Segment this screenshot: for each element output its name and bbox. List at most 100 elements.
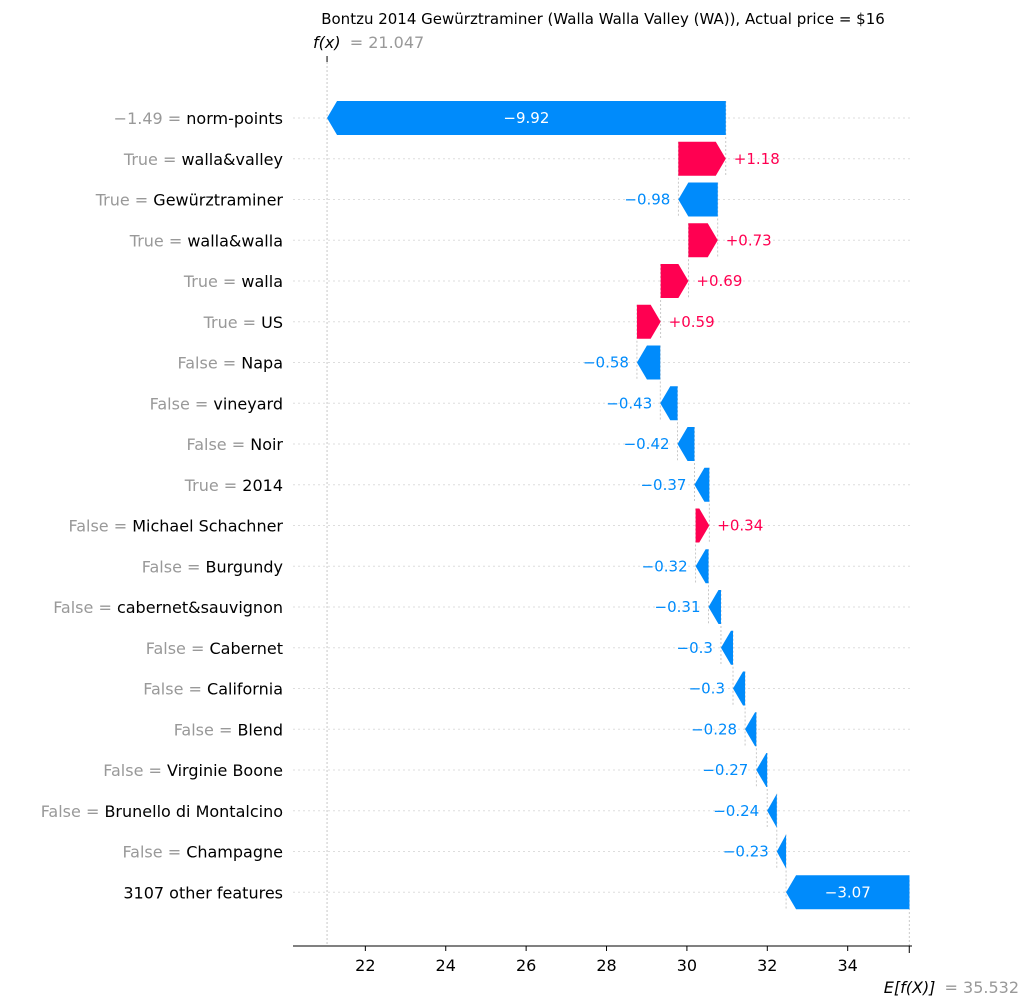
feature-label: True = 2014 (184, 476, 283, 495)
feature-value: False = (178, 354, 242, 373)
feature-label: False = Champagne (122, 843, 283, 862)
feature-name: Brunello di Montalcino (104, 802, 283, 821)
bar-value-label: −0.43 (606, 394, 652, 412)
fx-value: = 21.047 (350, 33, 424, 52)
waterfall-bar (636, 304, 661, 339)
bar-value-label: −0.98 (624, 191, 670, 209)
efx-annotation: E[f(X)] = 35.532 (884, 978, 1019, 997)
waterfall-bar (756, 753, 768, 787)
feature-value: True = (123, 150, 182, 169)
feature-name: vineyard (213, 394, 283, 413)
feature-label: False = Blend (174, 720, 283, 739)
bar-value-label: −0.42 (624, 435, 670, 453)
feature-value: −1.49 = (114, 109, 187, 128)
bar-value-label: −0.27 (702, 761, 748, 779)
x-tick-label: 30 (677, 956, 697, 975)
bar-value-label: −0.3 (677, 639, 713, 657)
feature-name: Champagne (186, 843, 283, 862)
feature-label: True = US (203, 313, 283, 332)
feature-label: False = Michael Schachner (68, 517, 283, 536)
bar-value-label: +0.34 (717, 517, 763, 535)
fx-label: f(x) (313, 33, 341, 52)
feature-value: False = (41, 802, 105, 821)
efx-value: = 35.532 (945, 978, 1019, 997)
bar-value-label: −0.23 (723, 843, 769, 861)
waterfall-bar (694, 467, 710, 502)
feature-name: Burgundy (206, 557, 283, 576)
waterfall-bar (708, 590, 721, 624)
feature-label: False = Cabernet (146, 639, 283, 658)
feature-label: 3107 other features (123, 883, 283, 902)
waterfall-bar (677, 427, 695, 461)
feature-label: False = Noir (186, 435, 283, 454)
feature-name: Cabernet (209, 639, 283, 658)
waterfall-bar (327, 101, 726, 135)
feature-label: False = cabernet&sauvignon (53, 598, 283, 617)
x-tick-label: 26 (516, 956, 536, 975)
feature-value: True = (95, 191, 154, 210)
bar-value-label: −0.37 (640, 476, 686, 494)
waterfall-bar (767, 793, 777, 828)
feature-name: Napa (241, 354, 283, 373)
waterfall-bar (660, 264, 689, 298)
feature-label: False = Napa (178, 354, 283, 373)
feature-name: Michael Schachner (132, 517, 283, 536)
feature-name: 3107 other features (123, 883, 283, 902)
bar-value-label: −3.07 (825, 883, 871, 901)
x-tick-label: 24 (436, 956, 456, 975)
waterfall-bar (660, 386, 678, 421)
feature-label: False = California (143, 680, 283, 699)
chart-title: Bontzu 2014 Gewürztraminer (Walla Walla … (321, 10, 885, 28)
feature-value: True = (183, 272, 242, 291)
feature-label: True = walla (183, 272, 283, 291)
waterfall-bar (776, 834, 787, 869)
feature-label: True = walla&walla (129, 231, 283, 250)
feature-value: True = (184, 476, 243, 495)
waterfall-bar (720, 630, 734, 665)
waterfall-bar (786, 875, 910, 910)
feature-label: False = Burgundy (142, 557, 283, 576)
feature-label: False = Virginie Boone (103, 761, 283, 780)
feature-name: Gewürztraminer (153, 191, 283, 210)
bar-value-label: −0.28 (691, 720, 737, 738)
connector-layer (326, 58, 910, 946)
feature-value: False = (150, 394, 214, 413)
waterfall-bar (678, 141, 726, 176)
feature-label: True = Gewürztraminer (95, 191, 284, 210)
feature-label: −1.49 = norm-points (114, 109, 283, 128)
bar-value-label: +1.18 (734, 150, 780, 168)
feature-value: False = (68, 517, 132, 536)
feature-value: False = (122, 843, 186, 862)
x-tick-label: 22 (355, 956, 375, 975)
feature-name: Blend (237, 720, 283, 739)
feature-name: 2014 (242, 476, 283, 495)
feature-name: California (207, 680, 283, 699)
feature-name: norm-points (186, 109, 283, 128)
feature-name: walla (241, 272, 283, 291)
feature-value: False = (103, 761, 167, 780)
feature-value: True = (203, 313, 262, 332)
feature-value: False = (53, 598, 117, 617)
bar-value-label: −0.58 (583, 354, 629, 372)
fx-annotation: f(x) = 21.047 (313, 33, 424, 52)
x-tick-label: 32 (757, 956, 777, 975)
waterfall-bar (733, 671, 746, 706)
waterfall-bar (745, 712, 757, 747)
bar-value-label: +0.59 (669, 313, 715, 331)
bar-value-label: −0.32 (642, 557, 688, 575)
feature-value: False = (142, 557, 206, 576)
feature-name: Virginie Boone (167, 761, 283, 780)
feature-name: cabernet&sauvignon (117, 598, 283, 617)
bar-layer (327, 101, 910, 910)
feature-label: True = walla&valley (123, 150, 283, 169)
waterfall-bar (695, 549, 709, 584)
bar-value-label: +0.69 (696, 272, 742, 290)
feature-name: walla&walla (187, 231, 283, 250)
feature-label: False = Brunello di Montalcino (41, 802, 283, 821)
feature-value: False = (186, 435, 250, 454)
bar-value-label: −9.92 (503, 109, 549, 127)
waterfall-bar (636, 345, 661, 380)
x-axis-ticks: 22 24 26 28 30 32 34 (355, 946, 858, 975)
x-tick-label: 34 (838, 956, 858, 975)
feature-value: False = (143, 680, 207, 699)
